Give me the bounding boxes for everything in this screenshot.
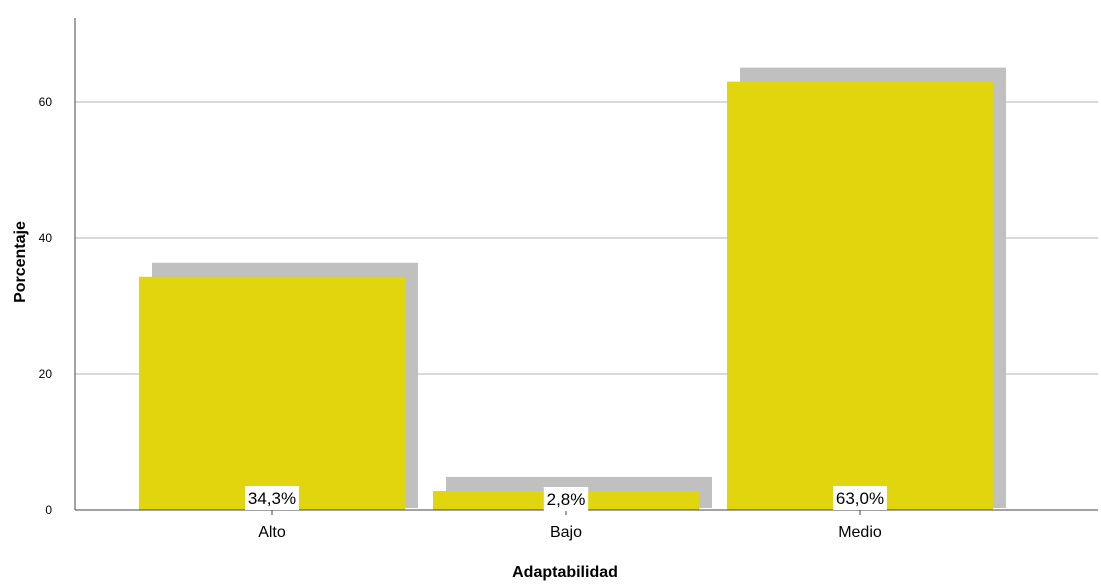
x-tick-labels: Alto Bajo Medio bbox=[258, 510, 882, 541]
x-tick-label: Medio bbox=[838, 524, 882, 541]
data-label-text: 34,3% bbox=[248, 489, 296, 508]
data-label: 34,3% bbox=[245, 486, 299, 510]
y-axis-title: Porcentaje bbox=[12, 221, 29, 303]
bar bbox=[727, 81, 993, 510]
y-tick-label: 20 bbox=[39, 367, 53, 381]
x-tick-label: Bajo bbox=[550, 524, 582, 541]
data-label-box bbox=[245, 486, 299, 510]
data-label: 63,0% bbox=[833, 486, 887, 510]
bar bbox=[139, 276, 405, 510]
data-label-text: 63,0% bbox=[836, 489, 884, 508]
x-tick-label: Alto bbox=[258, 524, 286, 541]
data-label-text: 2,8% bbox=[547, 490, 586, 509]
data-label: 2,8% bbox=[543, 487, 589, 511]
y-tick-label: 0 bbox=[45, 503, 52, 517]
data-labels: 34,3% 2,8% 63,0% bbox=[245, 486, 887, 511]
y-tick-label: 60 bbox=[39, 95, 53, 109]
data-label-box bbox=[543, 487, 589, 511]
y-tick-labels: 0 20 40 60 bbox=[39, 95, 53, 517]
x-axis-title: Adaptabilidad bbox=[512, 564, 618, 581]
data-label-box bbox=[833, 486, 887, 510]
bars bbox=[139, 81, 993, 510]
y-tick-label: 40 bbox=[39, 231, 53, 245]
